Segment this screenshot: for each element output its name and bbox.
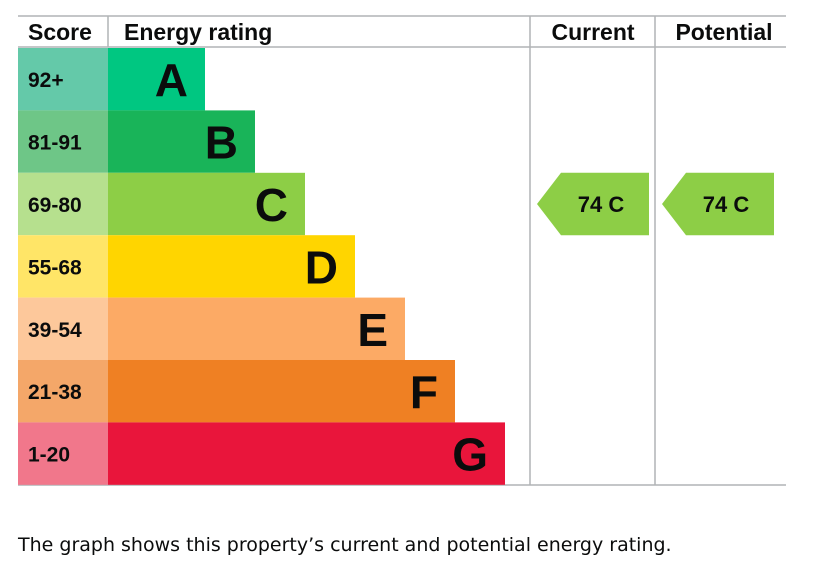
band-bar-c <box>108 172 305 236</box>
potential-column-header: Potential <box>675 19 772 45</box>
score-range-c: 69-80 <box>28 194 82 217</box>
potential-rating-arrow <box>662 172 774 236</box>
score-cell-f <box>18 360 108 423</box>
rating-column-header: Energy rating <box>124 19 272 45</box>
score-range-b: 81-91 <box>28 132 82 155</box>
band-letter-f: F <box>410 366 438 418</box>
score-range-d: 55-68 <box>28 256 82 279</box>
score-range-a: 92+ <box>28 69 64 92</box>
band-bar-a <box>108 48 205 111</box>
band-bar-d <box>108 235 355 298</box>
score-cell-b <box>18 110 108 173</box>
score-cell-g <box>18 422 108 485</box>
score-range-e: 39-54 <box>28 319 82 342</box>
score-cell-d <box>18 235 108 298</box>
rating-bands: 92+ A 81-91 B 69-80 C 55-68 D 39-54 E 21-38 F 1-20 G <box>18 48 505 485</box>
chart-caption: The graph shows this property’s current … <box>18 534 672 556</box>
band-letter-b: B <box>205 117 238 169</box>
band-letter-g: G <box>452 429 488 481</box>
current-column-header: Current <box>551 19 634 45</box>
score-column-header: Score <box>28 19 92 45</box>
band-letter-c: C <box>255 179 288 231</box>
band-bar-f <box>108 360 455 423</box>
current-rating-label: 74 C <box>578 192 625 217</box>
band-bar-b <box>108 110 255 173</box>
score-cell-a <box>18 48 108 111</box>
potential-rating-label: 74 C <box>703 192 750 217</box>
score-cell-e <box>18 297 108 360</box>
band-letter-a: A <box>155 54 188 106</box>
score-cell-c <box>18 172 108 236</box>
rating-indicators: 74 C 74 C <box>537 172 774 236</box>
band-letter-e: E <box>357 304 388 356</box>
current-rating-arrow <box>537 172 649 236</box>
score-range-f: 21-38 <box>28 381 82 404</box>
band-bar-e <box>108 297 405 360</box>
energy-rating-chart: Score Energy rating Current Potential 92… <box>18 15 786 486</box>
band-bar-g <box>108 422 505 485</box>
band-letter-d: D <box>305 241 338 293</box>
score-range-g: 1-20 <box>28 444 70 467</box>
